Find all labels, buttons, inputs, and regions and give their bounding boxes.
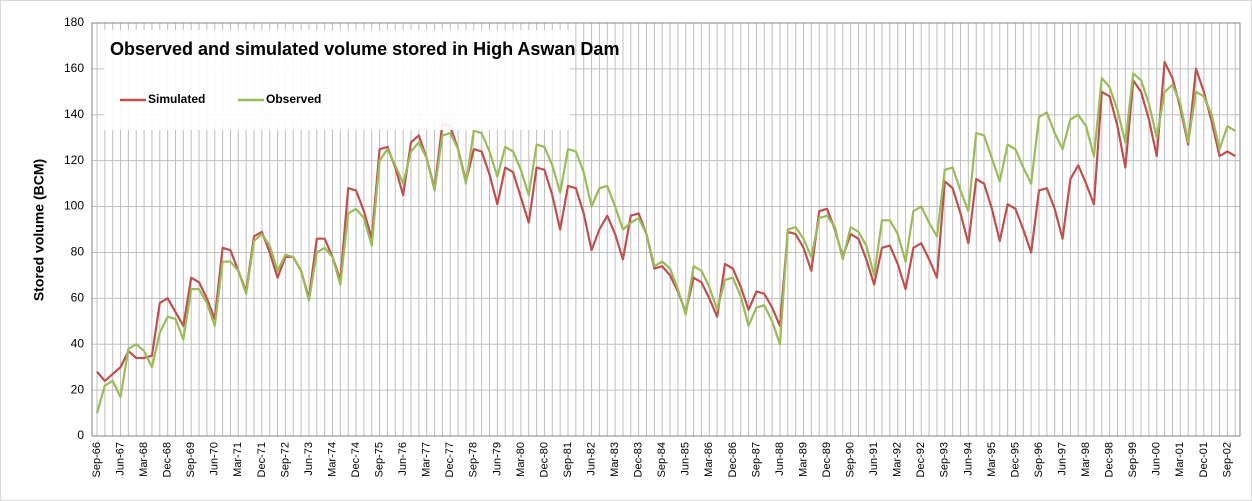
x-tick-label: Sep-81 bbox=[562, 442, 574, 477]
x-tick-label: Dec-83 bbox=[633, 442, 645, 477]
y-tick-label: 140 bbox=[64, 107, 84, 121]
x-tick-label: Sep-69 bbox=[185, 442, 197, 477]
y-tick-label: 60 bbox=[71, 291, 85, 305]
y-tick-label: 180 bbox=[64, 15, 84, 29]
legend-label: Observed bbox=[266, 92, 321, 106]
x-tick-label: Jun-76 bbox=[397, 442, 409, 476]
x-tick-label: Dec-68 bbox=[162, 442, 174, 477]
x-tick-label: Jun-79 bbox=[491, 442, 503, 476]
x-tick-label: Mar-71 bbox=[232, 442, 244, 477]
y-tick-label: 160 bbox=[64, 61, 84, 75]
x-tick-label: Mar-68 bbox=[138, 442, 150, 477]
x-tick-label: Sep-66 bbox=[91, 442, 103, 477]
legend-label: Simulated bbox=[148, 92, 205, 106]
y-tick-label: 120 bbox=[64, 153, 84, 167]
x-tick-label: Dec-01 bbox=[1198, 442, 1210, 477]
x-tick-label: Jun-91 bbox=[868, 442, 880, 476]
x-tick-label: Jun-73 bbox=[303, 442, 315, 476]
x-tick-label: Sep-02 bbox=[1221, 442, 1233, 477]
x-tick-label: Sep-90 bbox=[845, 442, 857, 477]
y-axis-title: Stored volume (BCM) bbox=[31, 159, 47, 301]
x-tick-label: Dec-71 bbox=[256, 442, 268, 477]
x-tick-label: Dec-95 bbox=[1009, 442, 1021, 477]
x-tick-label: Mar-80 bbox=[515, 442, 527, 477]
x-tick-label: Jun-94 bbox=[962, 442, 974, 476]
x-tick-label: Dec-92 bbox=[915, 442, 927, 477]
series-line bbox=[95, 72, 1236, 414]
x-tick-label: Sep-99 bbox=[1127, 442, 1139, 477]
x-tick-label: Sep-78 bbox=[468, 442, 480, 477]
x-tick-label: Mar-01 bbox=[1174, 442, 1186, 477]
y-tick-label: 0 bbox=[77, 428, 84, 442]
y-tick-label: 100 bbox=[64, 199, 84, 213]
x-tick-label: Dec-80 bbox=[538, 442, 550, 477]
x-tick-label: Mar-86 bbox=[703, 442, 715, 477]
x-tick-label: Mar-98 bbox=[1080, 442, 1092, 477]
x-tick-label: Dec-89 bbox=[821, 442, 833, 477]
y-tick-label: 80 bbox=[71, 245, 85, 259]
x-tick-label: Dec-74 bbox=[350, 442, 362, 477]
x-tick-label: Mar-77 bbox=[421, 442, 433, 477]
x-tick-label: Mar-74 bbox=[326, 442, 338, 477]
plot-frame bbox=[91, 22, 1241, 437]
x-tick-label: Sep-96 bbox=[1033, 442, 1045, 477]
y-tick-label: 40 bbox=[71, 336, 85, 350]
x-tick-label: Sep-75 bbox=[374, 442, 386, 477]
x-tick-label: Jun-88 bbox=[774, 442, 786, 476]
x-tick-label: Jun-70 bbox=[209, 442, 221, 476]
x-tick-label: Jun-85 bbox=[680, 442, 692, 476]
x-tick-label: Dec-86 bbox=[727, 442, 739, 477]
series-line bbox=[96, 60, 1236, 383]
x-tick-label: Mar-83 bbox=[609, 442, 621, 477]
legend: Simulated Observed bbox=[120, 92, 321, 106]
x-tick-label: Sep-72 bbox=[279, 442, 291, 477]
x-tick-label: Sep-87 bbox=[750, 442, 762, 477]
x-tick-label: Mar-92 bbox=[892, 442, 904, 477]
x-tick-label: Jun-97 bbox=[1056, 442, 1068, 476]
chart-title: Observed and simulated volume stored in … bbox=[110, 39, 619, 59]
title-box bbox=[104, 30, 570, 130]
y-tick-label: 20 bbox=[71, 382, 85, 396]
x-tick-label: Jun-67 bbox=[114, 442, 126, 476]
x-tick-label: Dec-77 bbox=[444, 442, 456, 477]
lines bbox=[95, 60, 1236, 414]
x-tick-label: Jun-82 bbox=[585, 442, 597, 476]
x-tick-label: Dec-98 bbox=[1104, 442, 1116, 477]
x-tick-label: Sep-84 bbox=[656, 442, 668, 477]
x-tick-label: Mar-95 bbox=[986, 442, 998, 477]
x-tick-label: Jun-00 bbox=[1151, 442, 1163, 476]
x-tick-label: Sep-93 bbox=[939, 442, 951, 477]
x-tick-label: Mar-89 bbox=[797, 442, 809, 477]
